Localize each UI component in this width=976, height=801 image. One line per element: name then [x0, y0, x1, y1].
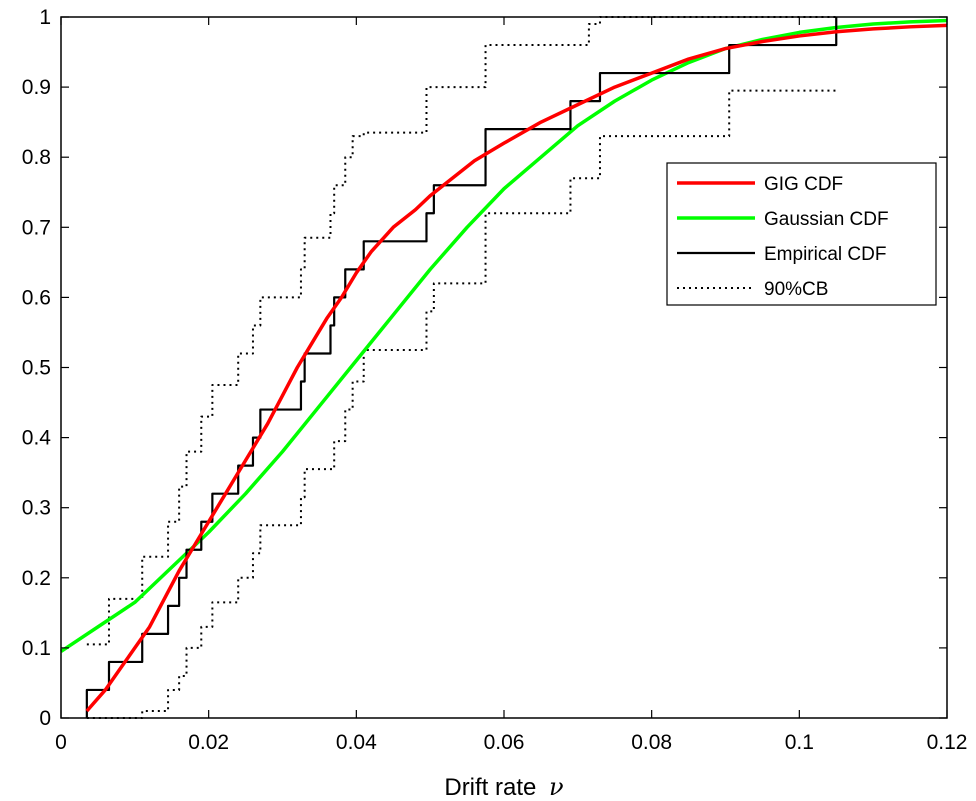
y-tick-label: 0.6	[22, 286, 51, 309]
series-empirical-cdf	[85, 17, 838, 718]
series-gaussian-cdf	[60, 18, 948, 653]
x-axis-label-symbol: ν	[549, 773, 564, 801]
y-tick-label: 0.5	[22, 357, 51, 380]
x-tick-label: 0	[55, 731, 67, 754]
legend-label: Gaussian CDF	[764, 209, 889, 230]
x-tick-label: 0.04	[336, 731, 377, 754]
axis-ticks: 0 0.02 0.04 0.06 0.08 0.1 0.12 0 0.1 0.2 0.3 0.4 0.5…	[22, 6, 968, 754]
y-tick-label: 1	[39, 6, 51, 29]
x-tick-label: 0.02	[188, 731, 229, 754]
x-tick-label: 0.06	[484, 731, 525, 754]
y-tick-label: 0.3	[22, 497, 51, 520]
y-tick-label: 0.9	[22, 76, 51, 99]
y-tick-label: 0.8	[22, 146, 51, 169]
y-tick-label: 0.1	[22, 637, 51, 660]
legend-label: Empirical CDF	[764, 244, 886, 265]
legend-box	[666, 162, 937, 306]
y-tick-label: 0.2	[22, 567, 51, 590]
x-axis-label: Drift rate ν	[444, 773, 563, 801]
y-tick-label: 0.4	[22, 427, 52, 450]
plot-area	[60, 16, 948, 719]
series-90-cb-lower	[86, 89, 837, 719]
x-tick-label: 0.08	[631, 731, 672, 754]
y-tick-label: 0	[39, 707, 51, 730]
x-axis-label-text: Drift rate	[444, 774, 536, 801]
legend-label: 90%CB	[764, 279, 828, 300]
x-tick-label: 0.1	[785, 731, 814, 754]
legend-label: GIG CDF	[764, 174, 843, 195]
series-gig-cdf	[85, 23, 948, 713]
y-tick-label: 0.7	[22, 216, 51, 239]
x-tick-label: 0.12	[927, 731, 968, 754]
legend: GIG CDF Gaussian CDF Empirical CDF 90%CB	[666, 162, 937, 306]
